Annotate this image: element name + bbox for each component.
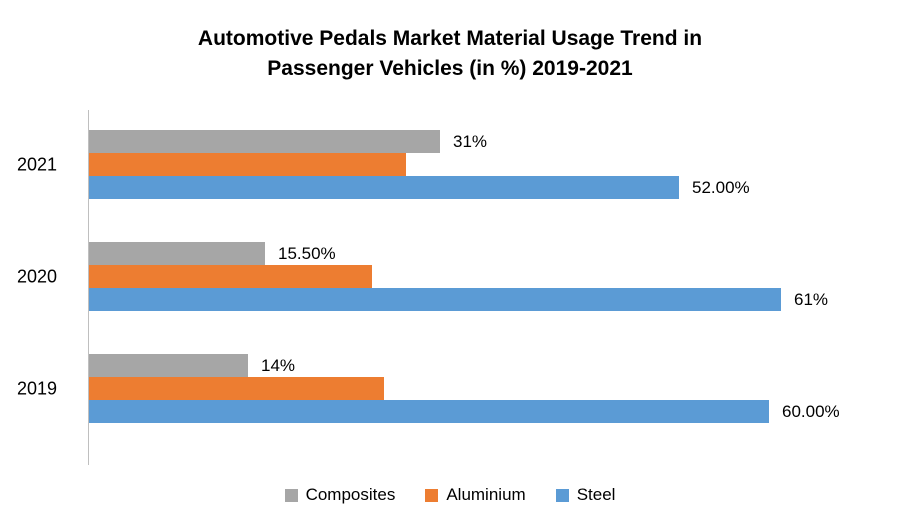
bar-row — [89, 377, 840, 400]
bar-group-2019: 2019 14% 60.00% — [17, 354, 840, 423]
bar-row: 14% — [89, 354, 840, 377]
bar-aluminium-2021 — [89, 153, 406, 176]
chart-title: Automotive Pedals Market Material Usage … — [0, 24, 900, 84]
legend-swatch-aluminium — [425, 488, 439, 502]
bar-row — [89, 153, 840, 176]
chart-title-line2: Passenger Vehicles (in %) 2019-2021 — [267, 57, 633, 80]
bar-steel-2021 — [89, 176, 679, 199]
legend-item-steel: Steel — [555, 485, 616, 505]
chart-title-line1: Automotive Pedals Market Material Usage … — [197, 27, 703, 50]
category-label-2021: 2021 — [17, 154, 58, 174]
y-axis-line — [88, 110, 89, 465]
data-label-steel-2020: 61% — [794, 289, 829, 309]
bar-steel-2019 — [89, 400, 769, 423]
data-label-composites-2021: 31% — [453, 131, 488, 151]
data-label-composites-2020: 15.50% — [278, 243, 336, 263]
bar-aluminium-2020 — [89, 265, 372, 288]
legend-swatch-steel — [555, 488, 569, 502]
bar-row: 15.50% — [89, 242, 840, 265]
legend-swatch-composites — [284, 488, 298, 502]
legend-label-steel: Steel — [576, 485, 616, 504]
bar-group-2021: 2021 31% 52.00% — [17, 130, 840, 199]
bar-composites-2020 — [89, 242, 265, 265]
legend: Composites Aluminium Steel — [0, 485, 900, 505]
bar-row: 52.00% — [89, 176, 840, 199]
bar-composites-2019 — [89, 354, 248, 377]
plot-area: 2021 31% 52.00% 2020 15.50% 61% 2019 14% 60.00% — [17, 110, 848, 465]
bar-row — [89, 265, 840, 288]
legend-label-aluminium: Aluminium — [446, 485, 526, 504]
bar-aluminium-2019 — [89, 377, 384, 400]
data-label-steel-2021: 52.00% — [692, 177, 750, 197]
bar-row: 31% — [89, 130, 840, 153]
legend-item-aluminium: Aluminium — [425, 485, 526, 505]
legend-item-composites: Composites — [284, 485, 396, 505]
category-label-2020: 2020 — [17, 266, 58, 286]
bar-row: 61% — [89, 288, 840, 311]
category-label-2019: 2019 — [17, 378, 58, 398]
data-label-steel-2019: 60.00% — [782, 401, 840, 421]
bar-steel-2020 — [89, 288, 781, 311]
legend-label-composites: Composites — [305, 485, 396, 504]
bar-groups: 2021 31% 52.00% 2020 15.50% 61% 2019 14% 60.00% — [17, 130, 840, 423]
bar-row: 60.00% — [89, 400, 840, 423]
bar-composites-2021 — [89, 130, 440, 153]
bar-group-2020: 2020 15.50% 61% — [17, 242, 840, 311]
data-label-composites-2019: 14% — [261, 355, 296, 375]
